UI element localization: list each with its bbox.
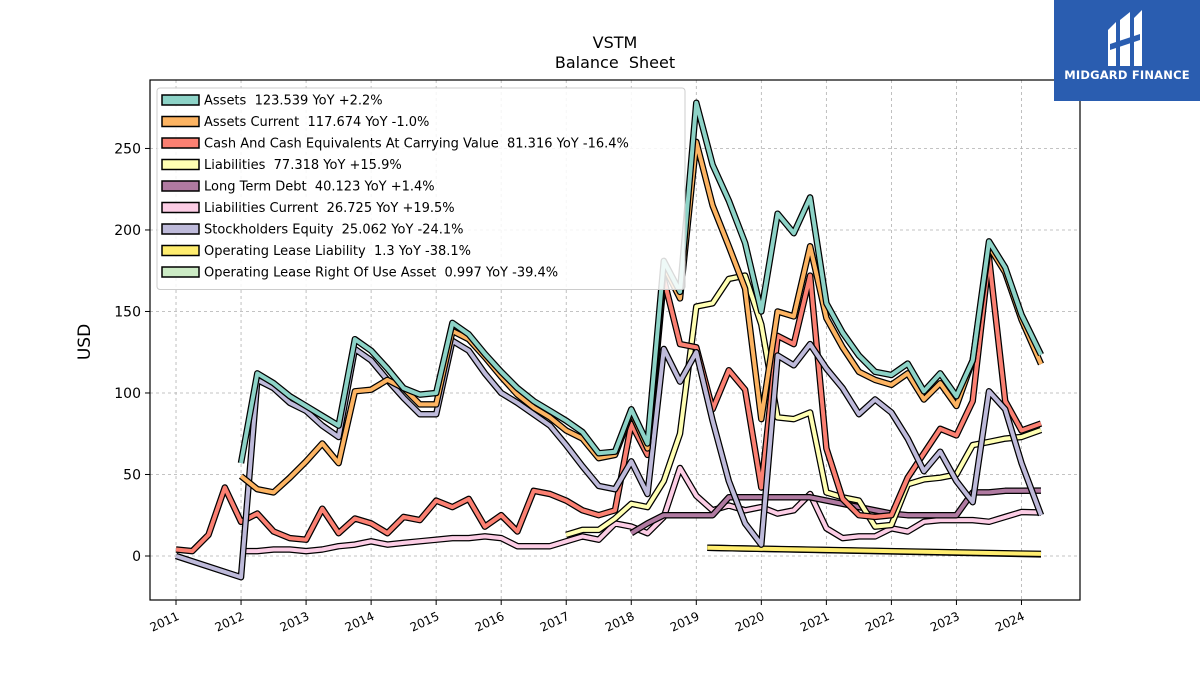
- legend-label: Long Term Debt 40.123 YoY +1.4%: [204, 180, 435, 195]
- y-tick-label: 150: [114, 304, 141, 320]
- legend-swatch: [161, 244, 200, 257]
- legend-label: Assets Current 117.674 YoY -1.0%: [204, 115, 429, 130]
- legend-swatch: [161, 115, 200, 128]
- plot-frame: [149, 79, 1081, 601]
- x-tick-label: 2016: [473, 609, 507, 635]
- legend-box: [156, 87, 686, 290]
- series-line: [239, 100, 1043, 464]
- legend-swatch: [161, 94, 200, 106]
- midgard-finance-logo: MIDGARD FINANCE: [1054, 0, 1200, 101]
- chart-subtitle: Balance Sheet: [555, 53, 675, 72]
- series-lines: [174, 99, 1045, 581]
- x-tick-label: 2017: [538, 609, 572, 635]
- legend-label: Stockholders Equity 25.062 YoY -24.1%: [204, 223, 464, 238]
- legend-label: Operating Lease Right Of Use Asset 0.997…: [204, 266, 558, 281]
- legend-swatch: [161, 266, 200, 278]
- legend-swatch: [161, 223, 200, 235]
- y-tick-label: 100: [114, 386, 141, 402]
- legend-label: Liabilities Current 26.725 YoY +19.5%: [204, 201, 455, 216]
- y-tick-label: 200: [114, 223, 141, 239]
- legend-label: Cash And Cash Equivalents At Carrying Va…: [204, 137, 629, 152]
- y-tick-label: 50: [123, 467, 141, 483]
- x-tick-label: 2018: [603, 609, 637, 635]
- x-tick-label: 2013: [278, 609, 312, 635]
- chart-title: VSTM: [593, 33, 638, 52]
- series-line: [707, 545, 1042, 556]
- y-axis-ticks: 0 50 100 150 200 250: [114, 141, 150, 565]
- series-line: [565, 273, 1042, 537]
- legend-label: Liabilities 77.318 YoY +15.9%: [204, 158, 402, 173]
- x-tick-label: 2019: [668, 609, 702, 635]
- x-tick-label: 2011: [148, 609, 182, 635]
- legend-swatch: [161, 201, 200, 214]
- x-tick-label: 2022: [863, 609, 897, 635]
- midgard-logo-icon: [1108, 10, 1142, 66]
- x-tick-label: 2012: [213, 609, 247, 635]
- x-tick-label: 2020: [733, 609, 767, 635]
- legend-swatch: [161, 137, 200, 149]
- y-tick-label: 0: [132, 549, 141, 565]
- legend-swatch: [161, 180, 200, 192]
- y-tick-label: 250: [114, 141, 141, 157]
- legend-swatch: [161, 158, 200, 171]
- x-axis-ticks: 2011 2012 2013 2014 2015 2016 2017 2018 2019 2020…: [148, 600, 1027, 635]
- x-tick-label: 2023: [928, 609, 962, 635]
- y-axis-label: USD: [75, 324, 95, 360]
- series-line: [175, 338, 1043, 580]
- x-tick-label: 2014: [343, 609, 377, 635]
- brand-name: MIDGARD FINANCE: [1064, 68, 1190, 82]
- legend-label: Assets 123.539 YoY +2.2%: [204, 94, 383, 109]
- series-line: [175, 255, 1042, 554]
- x-tick-label: 2015: [408, 609, 442, 635]
- x-tick-label: 2021: [798, 609, 832, 635]
- legend-label: Operating Lease Liability 1.3 YoY -38.1%: [204, 244, 471, 259]
- legend: Assets 123.539 YoY +2.2% Assets Current 1…: [156, 87, 686, 290]
- x-tick-label: 2024: [993, 609, 1027, 635]
